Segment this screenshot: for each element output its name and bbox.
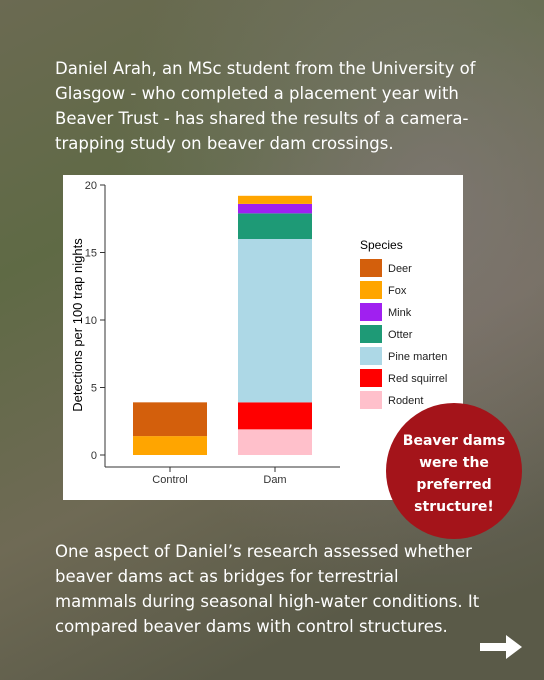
legend-label: Pine marten: [388, 351, 447, 363]
intro-line: trapping study on beaver dam crossings.: [55, 134, 394, 153]
legend-label: Rodent: [388, 395, 423, 407]
y-tick-label: 5: [91, 383, 97, 395]
legend-label: Mink: [388, 307, 412, 319]
bar-segment: [133, 436, 207, 455]
y-tick-label: 0: [91, 450, 97, 462]
legend-label: Otter: [388, 329, 413, 341]
body-line: compared beaver dams with control struct…: [55, 617, 448, 636]
y-tick-label: 15: [85, 248, 97, 260]
legend-swatch: [360, 391, 382, 409]
bar-segment: [238, 195, 312, 204]
bar-segment: [238, 213, 312, 239]
callout-line: structure!: [414, 499, 494, 515]
legend-label: Red squirrel: [388, 373, 447, 385]
body-line: mammals during seasonal high-water condi…: [55, 592, 480, 611]
legend-swatch: [360, 369, 382, 387]
legend-swatch: [360, 281, 382, 299]
legend-label: Deer: [388, 263, 412, 275]
y-tick-label: 10: [85, 315, 97, 327]
intro-line: Beaver Trust - has shared the results of…: [55, 109, 468, 128]
x-tick-label: Dam: [263, 474, 286, 486]
intro-line: Daniel Arah, an MSc student from the Uni…: [55, 59, 477, 78]
legend-swatch: [360, 325, 382, 343]
bar-segment: [238, 429, 312, 455]
next-arrow[interactable]: [480, 635, 522, 659]
legend-swatch: [360, 347, 382, 365]
callout-badge: [386, 403, 522, 539]
callout-line: Beaver dams: [403, 433, 505, 449]
legend-swatch: [360, 259, 382, 277]
bar-segment: [238, 203, 312, 214]
bar-segment: [238, 239, 312, 403]
x-tick-label: Control: [152, 474, 187, 486]
bar-segment: [238, 402, 312, 430]
bar-segment: [133, 402, 207, 437]
body-line: One aspect of Daniel’s research assessed…: [55, 542, 472, 561]
legend-swatch: [360, 303, 382, 321]
body-line: beaver dams act as bridges for terrestri…: [55, 567, 399, 586]
legend-label: Fox: [388, 285, 407, 297]
legend-title: Species: [360, 238, 403, 252]
intro-line: Glasgow - who completed a placement year…: [55, 84, 459, 103]
y-axis-label: Detections per 100 trap nights: [70, 238, 85, 412]
y-tick-label: 20: [85, 180, 97, 192]
callout-line: were the: [419, 455, 489, 471]
callout-line: preferred: [416, 477, 491, 493]
